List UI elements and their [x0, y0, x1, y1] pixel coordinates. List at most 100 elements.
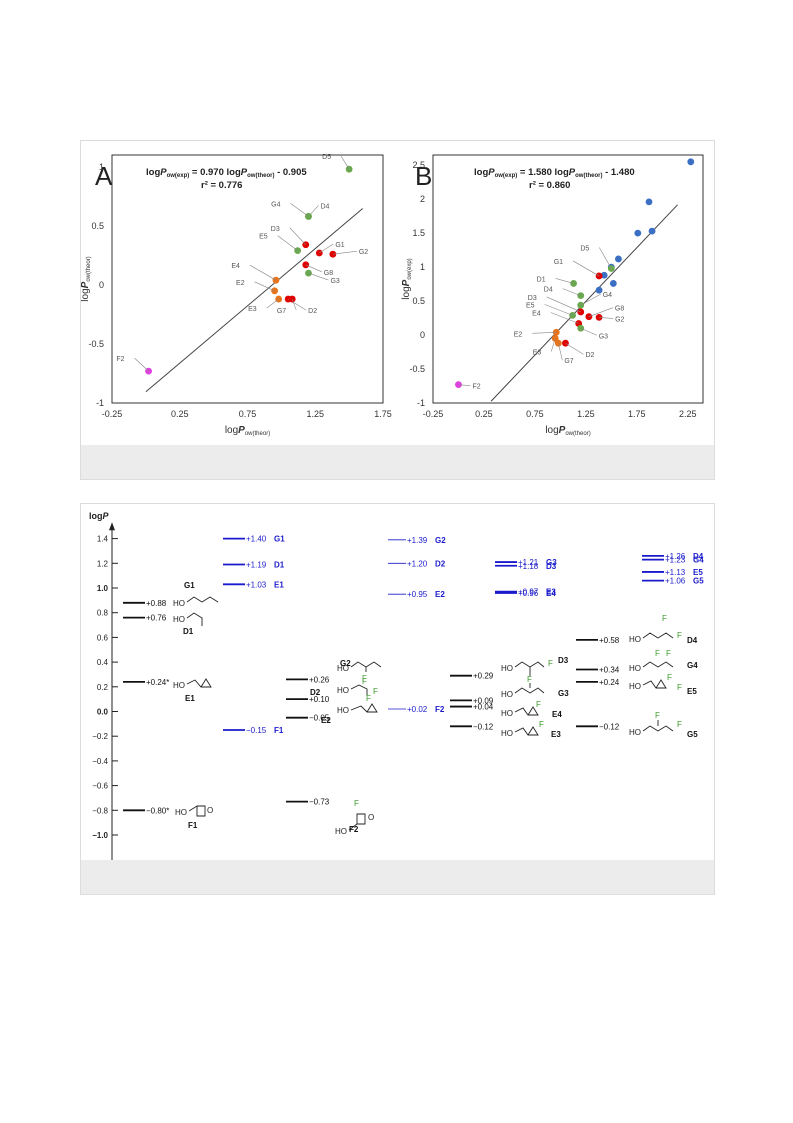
data-point: [315, 249, 323, 257]
label-part: log: [545, 425, 558, 436]
compound-name: E4: [552, 710, 562, 719]
panel-label: B: [415, 161, 432, 191]
point-leader-line: [599, 317, 614, 319]
level-value: +0.10: [309, 695, 330, 704]
y-tick-label: 0: [420, 330, 425, 340]
point-leader-line: [558, 343, 563, 361]
point-leader-line: [580, 327, 597, 336]
hydroxyl-label: HO: [335, 827, 347, 836]
label-part: P: [160, 167, 167, 178]
point-leader-line: [565, 342, 584, 355]
molecule-skeleton: [642, 725, 674, 732]
point-label: D5: [580, 245, 589, 252]
molecule-skeleton: [350, 661, 382, 668]
label-part: P: [81, 281, 91, 288]
scatter-chart-A: A-0.25 0.25 0.75 1.25 1.75-1-0.500.51logPow(…: [81, 154, 392, 437]
level-value: +1.39: [407, 536, 428, 545]
hydroxyl-label: HO: [629, 664, 641, 673]
hydroxyl-label: HO: [173, 599, 185, 608]
data-point: [600, 271, 608, 279]
compound-name: F1: [274, 726, 284, 735]
plot-frame: [432, 154, 704, 404]
point-leader-line: [289, 227, 306, 245]
level-value: −0.12: [473, 722, 494, 731]
level-value: +0.96: [518, 589, 539, 598]
fluorine-label: F: [373, 687, 378, 696]
compound-name: E2: [321, 716, 331, 725]
level-value: +0.04: [473, 703, 494, 712]
data-point: [294, 247, 302, 255]
oxygen-label: O: [368, 813, 374, 822]
y-tick-label: 1: [99, 162, 104, 172]
fluorine-label: F: [362, 677, 367, 686]
label-part: P: [238, 425, 245, 436]
level-value: +1.40: [246, 535, 267, 544]
fluorine-label: F: [677, 720, 682, 729]
molecule-skeleton: [186, 612, 203, 626]
point-leader-line: [550, 338, 556, 352]
y-axis-arrow: [109, 522, 115, 531]
y-tick-label: 1.5: [412, 228, 425, 238]
level-diagram-group: logP 1.4 1.2 1.0 0.8 0.6 0.4 0.2 0.0 −0.2 −0.4 −0.6…: [89, 511, 704, 860]
level-value: +1.20: [407, 559, 428, 568]
compound-name: F2: [349, 825, 359, 834]
label-part: log: [81, 288, 91, 301]
level-value: +0.76: [146, 614, 167, 623]
point-leader-line: [599, 247, 612, 269]
point-label: G1: [554, 259, 563, 266]
point-leader-line: [134, 357, 149, 372]
label-part: log: [401, 286, 412, 299]
oxygen-label: O: [207, 806, 213, 815]
y-tick-label: −0.4: [92, 757, 108, 766]
fluorine-label: F: [655, 711, 660, 720]
data-point: [645, 198, 653, 206]
x-tick-label: -0.25: [423, 409, 444, 419]
compound-name: G5: [693, 577, 704, 586]
point-label: D1: [537, 276, 546, 283]
compound-name: F2: [435, 705, 445, 714]
level-value: +1.18: [518, 562, 539, 571]
molecule-skeleton: [514, 706, 539, 716]
y-axis-label: logPow(exp): [401, 258, 413, 299]
y-tick-label: 0: [99, 280, 104, 290]
compound-name: G2: [435, 536, 446, 545]
label-part: ow(exp): [407, 258, 413, 279]
fluorine-label: F: [677, 631, 682, 640]
hydroxyl-label: HO: [501, 664, 513, 673]
level-value: −0.15: [246, 726, 267, 735]
point-label: G3: [330, 278, 339, 285]
label-part: ow(theor): [86, 256, 92, 281]
compound-name: D3: [558, 656, 569, 665]
label-part: ow(exp): [167, 173, 190, 179]
point-label: G2: [359, 249, 368, 256]
compound-name: D1: [183, 627, 194, 636]
y-tick-label: 2.5: [412, 160, 425, 170]
compound-name: G3: [558, 689, 569, 698]
fluorine-label: F: [354, 799, 359, 808]
level-value: +0.95: [407, 590, 428, 599]
hydroxyl-label: HO: [337, 664, 349, 673]
point-label: D4: [544, 287, 553, 294]
level-value: +0.26: [309, 675, 330, 684]
y-tick-label: 0.5: [412, 296, 425, 306]
molecule-skeleton: [514, 687, 545, 694]
point-label: D2: [585, 352, 594, 359]
molecule-skeleton: [186, 678, 212, 688]
compound-name: D4: [693, 552, 704, 561]
point-label: G3: [599, 333, 608, 340]
compound-name: D1: [274, 561, 285, 570]
point-label: E5: [526, 302, 535, 309]
data-point: [595, 286, 603, 294]
label-part: ow(theor): [565, 431, 590, 437]
data-point: [615, 255, 622, 263]
hydroxyl-label: HO: [501, 690, 513, 699]
fit-equation: logPow(exp) = 0.970 logPow(theor) - 0.90…: [146, 167, 307, 179]
hydroxyl-label: HO: [629, 635, 641, 644]
hydroxyl-label: HO: [337, 686, 349, 695]
x-tick-label: 0.75: [526, 409, 544, 419]
label-part: log: [474, 167, 488, 178]
x-axis-label: logPow(theor): [225, 425, 270, 437]
point-label: D3: [271, 226, 280, 233]
x-axis-label: logPow(theor): [545, 425, 590, 437]
y-tick-label: -1: [417, 398, 425, 408]
